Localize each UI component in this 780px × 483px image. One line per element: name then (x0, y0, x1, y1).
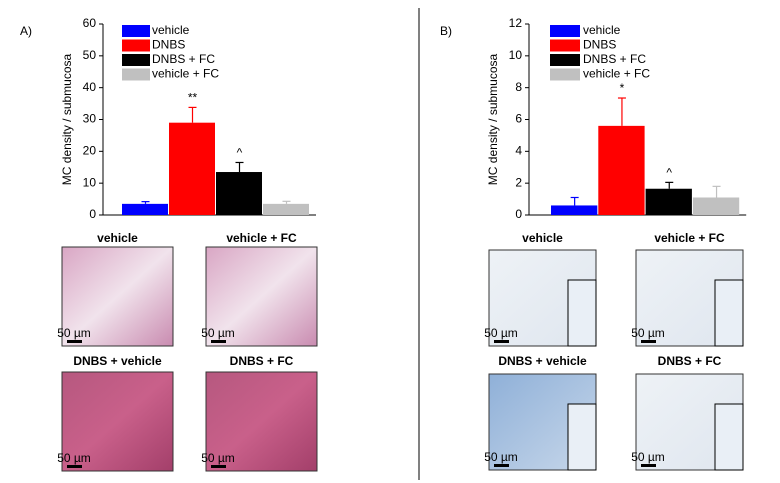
y-tick-label: 40 (83, 80, 97, 94)
significance-mark: ^ (237, 146, 243, 160)
y-tick-label: 12 (509, 16, 523, 30)
image-caption: DNBS + vehicle (498, 354, 587, 368)
bar (263, 203, 309, 215)
image-caption: DNBS + vehicle (73, 354, 162, 368)
legend-swatch (550, 54, 580, 66)
significance-mark: ** (188, 91, 198, 105)
y-tick-label: 30 (83, 112, 97, 126)
micrograph-inset (567, 279, 597, 347)
legend-swatch (550, 25, 580, 37)
y-tick-label: 10 (83, 175, 97, 189)
legend-label: DNBS + FC (152, 52, 215, 66)
legend-label: vehicle + FC (152, 67, 219, 81)
image-caption: vehicle + FC (226, 231, 297, 245)
image-caption: vehicle (522, 231, 563, 245)
image-caption: DNBS + FC (230, 354, 294, 368)
legend-swatch (550, 39, 580, 52)
y-tick-label: 4 (515, 144, 522, 158)
bar (169, 122, 215, 215)
image-caption: vehicle (97, 231, 138, 245)
scale-bar-label: 50 µm (484, 450, 518, 464)
significance-mark: ^ (666, 166, 672, 180)
legend-swatch (122, 39, 150, 52)
bar (551, 205, 598, 215)
bar (598, 125, 645, 215)
micrograph-inset (714, 279, 744, 347)
micrograph (205, 371, 318, 472)
scale-bar (67, 340, 82, 343)
scale-bar (494, 464, 509, 467)
micrograph (205, 246, 318, 347)
scale-bar-label: 50 µm (484, 326, 518, 340)
legend-swatch (122, 25, 150, 37)
y-axis-label: MC density / submucosa (60, 53, 74, 185)
panel-label: B) (440, 24, 452, 38)
y-tick-label: 60 (83, 16, 97, 30)
y-tick-label: 6 (515, 112, 522, 126)
panel-label: A) (20, 24, 32, 38)
y-tick-label: 0 (89, 207, 96, 221)
scale-bar-label: 50 µm (631, 326, 665, 340)
legend-label: DNBS (152, 38, 185, 52)
y-tick-label: 8 (515, 80, 522, 94)
scale-bar (211, 465, 226, 468)
scale-bar (211, 340, 226, 343)
legend-swatch (122, 54, 150, 66)
scale-bar-label: 50 µm (201, 451, 235, 465)
scale-bar (641, 340, 656, 343)
scale-bar-label: 50 µm (57, 326, 91, 340)
y-tick-label: 0 (515, 207, 522, 221)
y-tick-label: 10 (509, 48, 523, 62)
y-tick-label: 50 (83, 48, 97, 62)
y-tick-label: 2 (515, 175, 522, 189)
scale-bar-label: 50 µm (201, 326, 235, 340)
bar (645, 188, 692, 215)
scale-bar (494, 340, 509, 343)
micrograph-inset (567, 403, 597, 471)
y-axis-label: MC density / submucosa (486, 53, 500, 185)
legend-label: vehicle (152, 23, 190, 37)
scale-bar-label: 50 µm (57, 451, 91, 465)
bar (692, 197, 740, 215)
y-tick-label: 20 (83, 144, 97, 158)
legend-label: DNBS (583, 38, 616, 52)
bar (122, 203, 168, 215)
scale-bar-label: 50 µm (631, 450, 665, 464)
legend-label: DNBS + FC (583, 52, 646, 66)
scale-bar (67, 465, 82, 468)
significance-mark: * (620, 81, 625, 95)
legend-swatch (122, 68, 150, 81)
image-caption: DNBS + FC (658, 354, 722, 368)
micrograph (61, 246, 174, 347)
scale-bar (641, 464, 656, 467)
bar (216, 172, 262, 215)
legend-label: vehicle + FC (583, 67, 650, 81)
image-caption: vehicle + FC (654, 231, 725, 245)
micrograph (61, 371, 174, 472)
legend-swatch (550, 68, 580, 81)
micrograph-inset (714, 403, 744, 471)
legend-label: vehicle (583, 23, 621, 37)
